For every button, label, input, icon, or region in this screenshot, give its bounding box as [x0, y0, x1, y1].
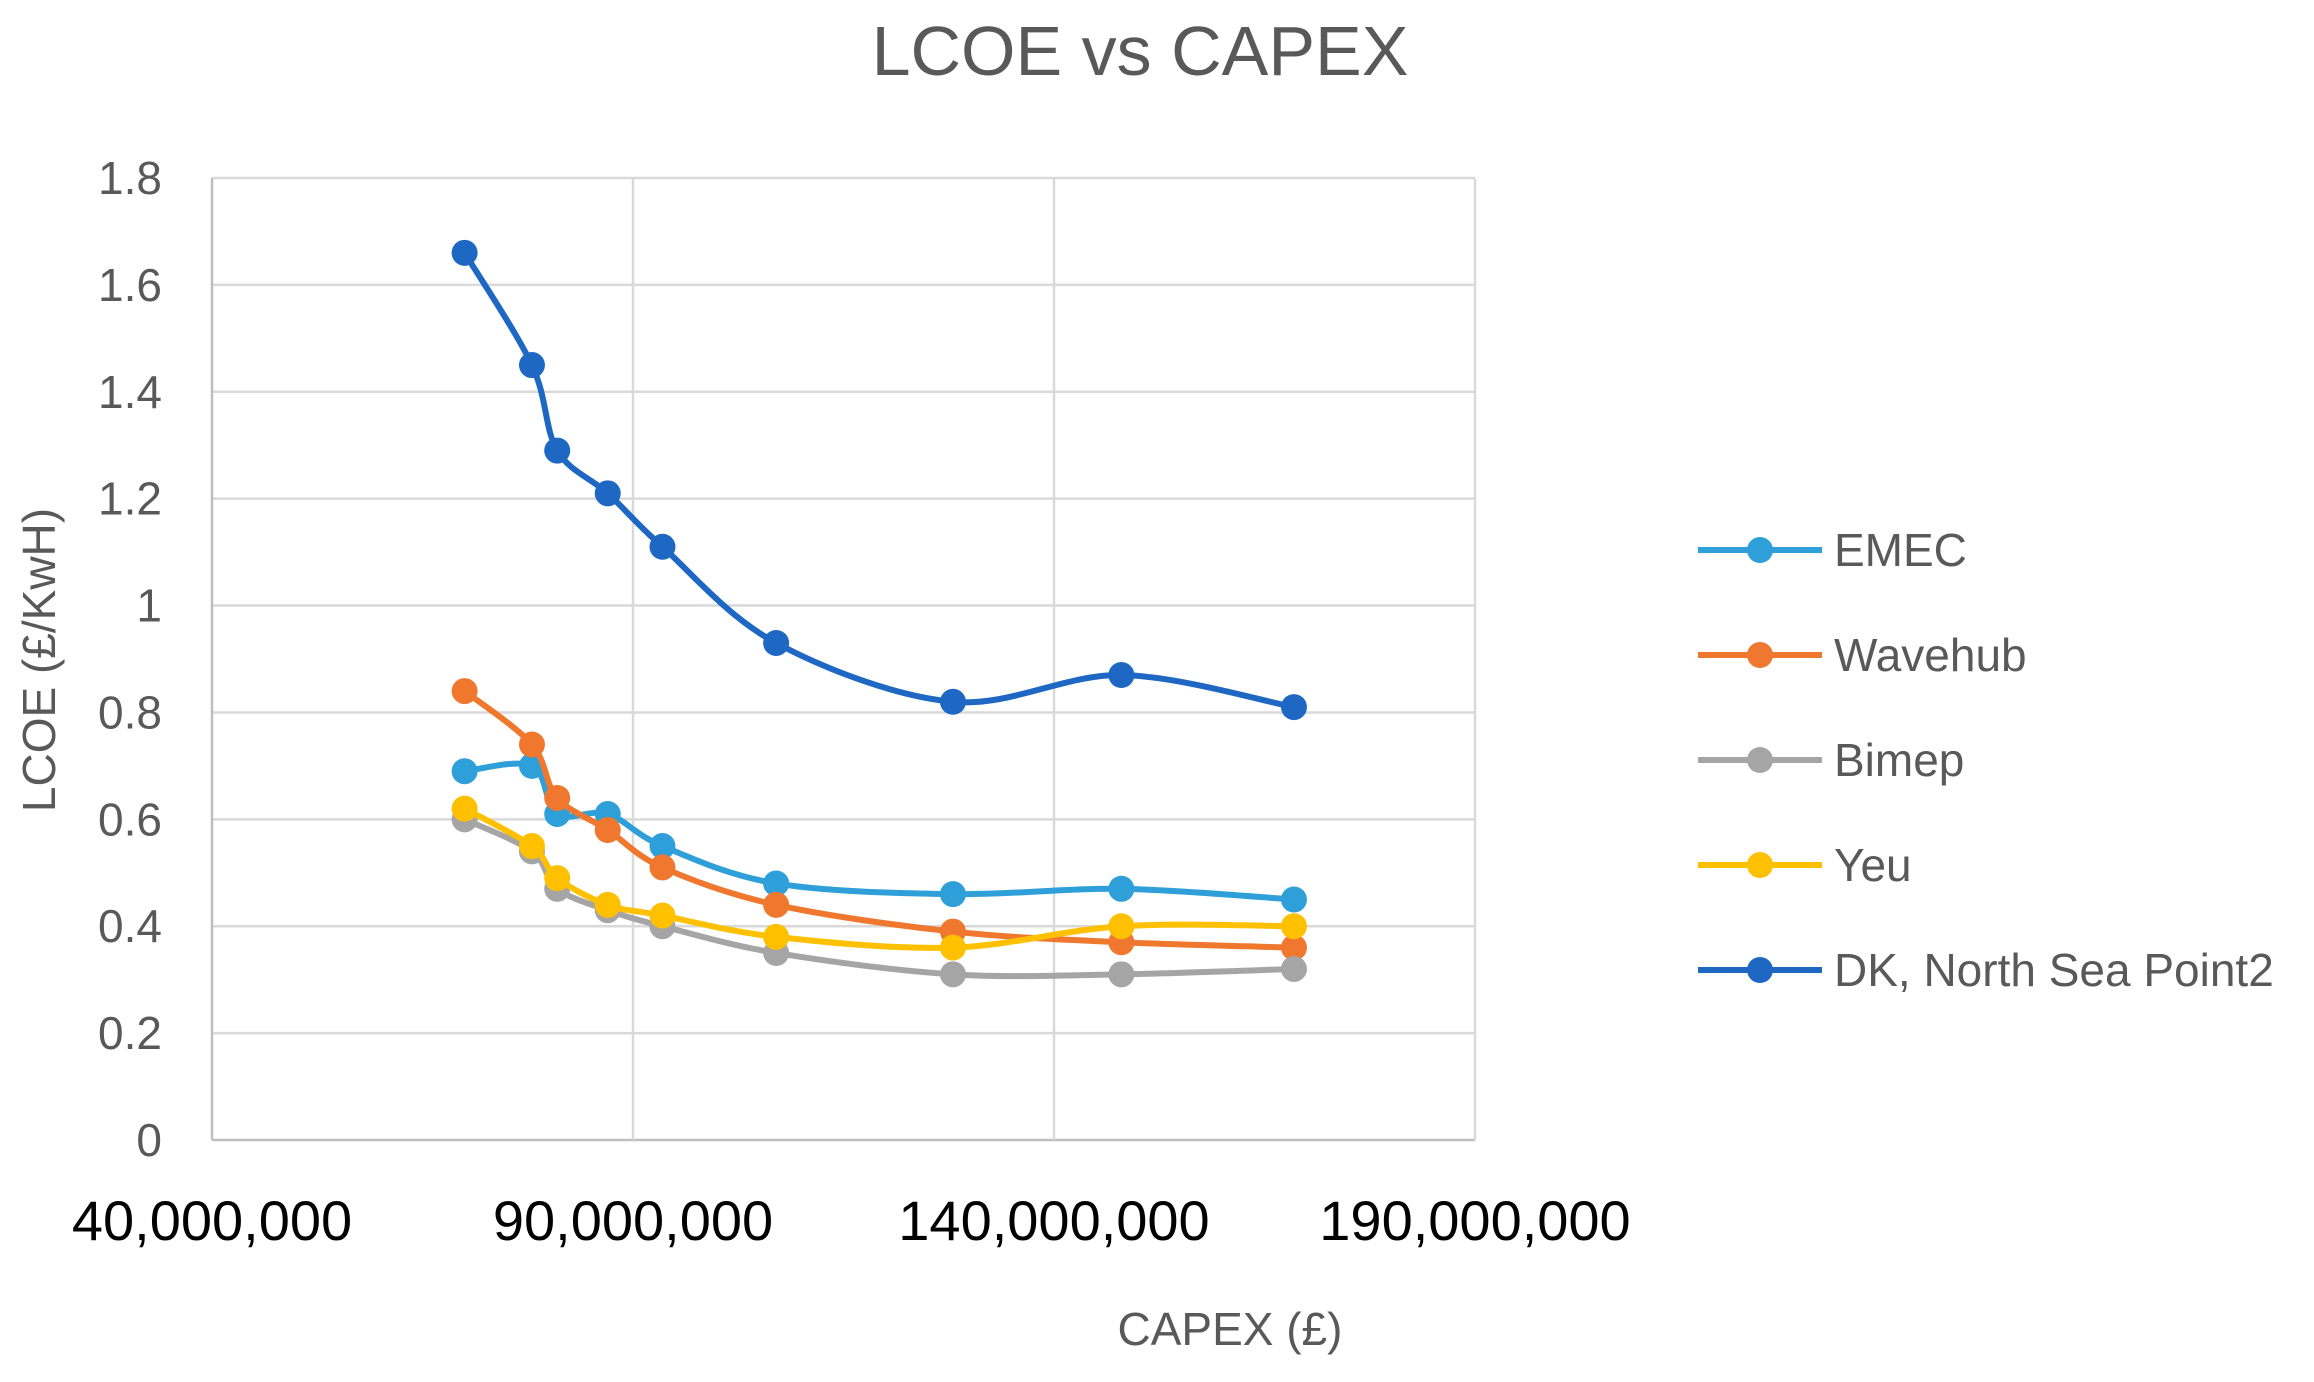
data-point	[518, 352, 545, 379]
y-tick-label: 1.4	[98, 366, 162, 418]
data-point	[1108, 961, 1135, 988]
data-point	[939, 688, 966, 715]
series-layer	[451, 239, 1307, 988]
data-point	[939, 881, 966, 908]
data-point	[451, 239, 478, 266]
series-line	[461, 760, 1297, 903]
y-axis-ticks: 0 0.2 0.4 0.6 0.8 1 1.2 1.4 1.6 1.8	[98, 152, 162, 1166]
legend-marker	[1747, 537, 1773, 563]
y-tick-label: 0.2	[98, 1007, 162, 1059]
data-point	[594, 891, 621, 918]
legend-item: DK, North Sea Point2	[1698, 944, 2274, 996]
data-point	[649, 533, 676, 560]
data-point	[649, 854, 676, 881]
y-axis-title: LCOE (£/KwH)	[13, 508, 65, 812]
x-tick-label: 40,000,000	[72, 1189, 352, 1252]
data-point	[1280, 934, 1307, 961]
x-tick-label: 190,000,000	[1319, 1189, 1630, 1252]
data-point	[451, 678, 478, 705]
y-tick-label: 0.6	[98, 793, 162, 845]
data-point	[1280, 913, 1307, 940]
y-tick-label: 0	[136, 1114, 162, 1166]
data-point	[544, 437, 571, 464]
series-emec	[451, 752, 1307, 913]
series-wavehub	[451, 678, 1307, 961]
data-point	[518, 731, 545, 758]
data-point	[1108, 875, 1135, 902]
legend-item: Yeu	[1698, 839, 1912, 891]
data-point	[1280, 694, 1307, 721]
data-point	[1280, 955, 1307, 982]
data-point	[649, 833, 676, 860]
y-tick-label: 1.6	[98, 259, 162, 311]
legend-marker	[1747, 747, 1773, 773]
data-point	[518, 833, 545, 860]
data-point	[649, 902, 676, 929]
series-yeu	[451, 795, 1307, 961]
data-point	[594, 480, 621, 507]
legend-label: Bimep	[1834, 734, 1964, 786]
legend-item: EMEC	[1698, 524, 1967, 576]
series-bimep	[451, 806, 1307, 988]
data-point	[1280, 886, 1307, 913]
y-tick-label: 1.8	[98, 152, 162, 204]
legend-label: EMEC	[1834, 524, 1967, 576]
x-axis-title: CAPEX (£)	[1118, 1303, 1343, 1355]
data-point	[544, 865, 571, 892]
series-dk-north-sea-point2	[451, 239, 1307, 721]
data-point	[939, 934, 966, 961]
legend-label: Wavehub	[1834, 629, 2027, 681]
data-point	[544, 784, 571, 811]
data-point	[1108, 662, 1135, 689]
x-axis-ticks: 40,000,000 90,000,000 140,000,000 190,000,0…	[72, 1189, 1631, 1252]
y-tick-label: 1.2	[98, 473, 162, 525]
legend-label: DK, North Sea Point2	[1834, 944, 2274, 996]
chart-title: LCOE vs CAPEX	[872, 12, 1409, 90]
legend-marker	[1747, 852, 1773, 878]
data-point	[594, 817, 621, 844]
series-line	[461, 249, 1297, 711]
data-point	[763, 870, 790, 897]
gridlines	[210, 176, 1477, 1142]
y-tick-label: 0.4	[98, 900, 162, 952]
data-point	[763, 891, 790, 918]
y-tick-label: 1	[136, 580, 162, 632]
legend-item: Wavehub	[1698, 629, 2027, 681]
legend-marker	[1747, 642, 1773, 668]
x-tick-label: 140,000,000	[898, 1189, 1209, 1252]
data-point	[939, 961, 966, 988]
data-point	[1108, 913, 1135, 940]
legend-marker	[1747, 957, 1773, 983]
y-tick-label: 0.8	[98, 686, 162, 738]
data-point	[451, 758, 478, 785]
x-tick-label: 90,000,000	[493, 1189, 773, 1252]
legend-label: Yeu	[1834, 839, 1912, 891]
data-point	[451, 795, 478, 822]
legend-item: Bimep	[1698, 734, 1964, 786]
data-point	[763, 629, 790, 656]
legend: EMEC Wavehub Bimep Yeu DK, North Sea Point2	[1698, 524, 2274, 996]
data-point	[763, 923, 790, 950]
